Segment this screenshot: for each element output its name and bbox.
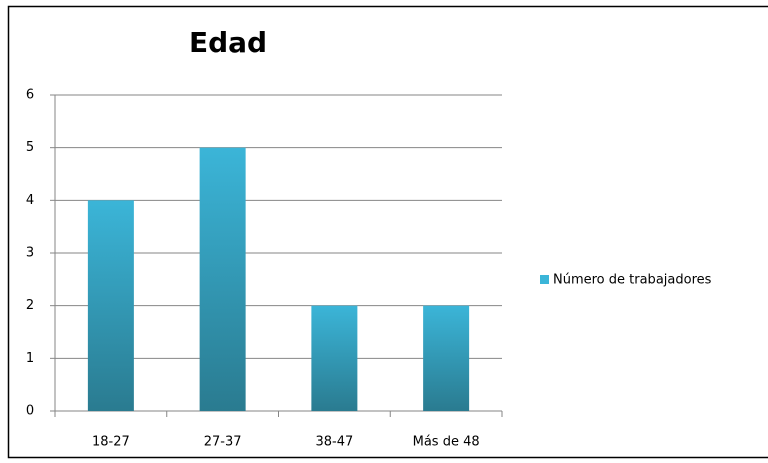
x-tick-label: 38-47 [315,435,353,450]
legend-label: Número de trabajadores [553,273,712,288]
chart-frame [7,5,768,459]
legend: Número de trabajadores [540,273,712,288]
bar [87,200,134,411]
chart-title: Edad [189,26,267,59]
y-tick-label: 6 [26,88,34,103]
y-tick-label: 5 [26,140,34,155]
y-tick-label: 4 [26,193,34,208]
x-tick-label: 18-27 [92,435,130,450]
y-tick-label: 2 [26,298,34,313]
y-tick-label: 0 [26,404,34,419]
legend-swatch [540,275,549,284]
x-tick-label: Más de 48 [413,435,480,450]
y-tick-label: 1 [26,351,34,366]
bar [199,147,246,411]
bar [311,305,358,411]
y-tick-label: 3 [26,246,34,261]
bar [423,305,470,411]
x-tick-label: 27-37 [204,435,242,450]
